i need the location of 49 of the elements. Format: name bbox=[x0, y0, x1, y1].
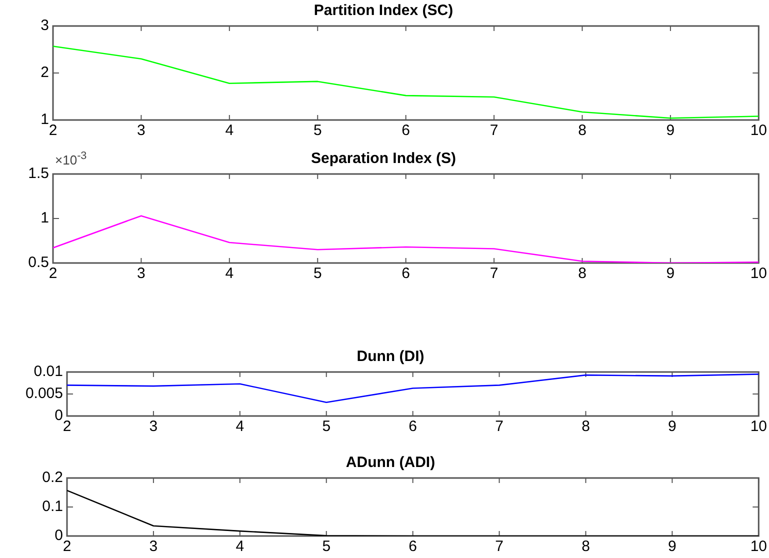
x-tick-label: 5 bbox=[322, 538, 331, 556]
chart-title: ADunn (ADI) bbox=[346, 454, 436, 472]
x-tick-label: 10 bbox=[750, 122, 767, 140]
x-tick-label: 8 bbox=[578, 265, 586, 282]
x-tick-label: 9 bbox=[666, 122, 675, 140]
x-tick-label: 4 bbox=[225, 265, 234, 282]
x-tick-label: 3 bbox=[137, 265, 146, 282]
y-tick-label: 0 bbox=[54, 407, 63, 424]
x-tick-label: 9 bbox=[668, 538, 676, 556]
x-tick-label: 4 bbox=[225, 122, 234, 140]
chart-title: Dunn (DI) bbox=[356, 348, 424, 366]
x-tick-label: 8 bbox=[582, 418, 590, 436]
y-tick-label: 3 bbox=[40, 17, 49, 34]
y-tick-label: 0.5 bbox=[28, 254, 49, 272]
x-tick-label: 7 bbox=[495, 418, 504, 436]
text: ×10$^{-3}$ bbox=[55, 150, 87, 168]
x-tick-label: 6 bbox=[408, 538, 417, 556]
x-tick-label: 5 bbox=[313, 265, 322, 282]
x-tick-label: 10 bbox=[750, 265, 767, 282]
x-tick-label: 6 bbox=[408, 418, 417, 436]
y-tick-label: 0.1 bbox=[42, 498, 63, 516]
x-tick-label: 10 bbox=[750, 538, 767, 556]
x-tick-label: 6 bbox=[402, 265, 410, 282]
x-tick-label: 3 bbox=[149, 538, 158, 556]
x-tick-label: 9 bbox=[668, 418, 676, 436]
y-tick-label: 1 bbox=[40, 111, 49, 128]
x-tick-label: 6 bbox=[402, 122, 410, 140]
x-tick-label: 3 bbox=[149, 418, 158, 436]
x-tick-label: 8 bbox=[582, 538, 590, 556]
x-tick-label: 7 bbox=[490, 265, 498, 282]
chart-title: Partition Index (SC) bbox=[314, 2, 454, 20]
y-tick-label: 0 bbox=[54, 527, 63, 544]
y-tick-label: 0.01 bbox=[34, 363, 63, 380]
y-tick-label: 1.5 bbox=[28, 165, 49, 182]
y-tick-label: 0.2 bbox=[42, 469, 63, 486]
x-tick-label: 10 bbox=[750, 418, 767, 436]
x-tick-label: 8 bbox=[578, 122, 586, 140]
x-tick-label: 5 bbox=[313, 122, 322, 140]
x-tick-label: 7 bbox=[495, 538, 504, 556]
x-tick-label: 4 bbox=[236, 418, 244, 436]
y-tick-label: 0.005 bbox=[25, 385, 63, 402]
x-tick-label: 9 bbox=[666, 265, 675, 282]
x-tick-label: 3 bbox=[137, 122, 146, 140]
chart-title: Separation Index (S) bbox=[310, 150, 456, 168]
x-tick-label: 4 bbox=[236, 538, 244, 556]
x-tick-label: 7 bbox=[490, 122, 498, 140]
x-tick-label: 5 bbox=[322, 418, 331, 436]
y-tick-label: 1 bbox=[40, 210, 49, 227]
y-tick-label: 2 bbox=[40, 64, 49, 82]
